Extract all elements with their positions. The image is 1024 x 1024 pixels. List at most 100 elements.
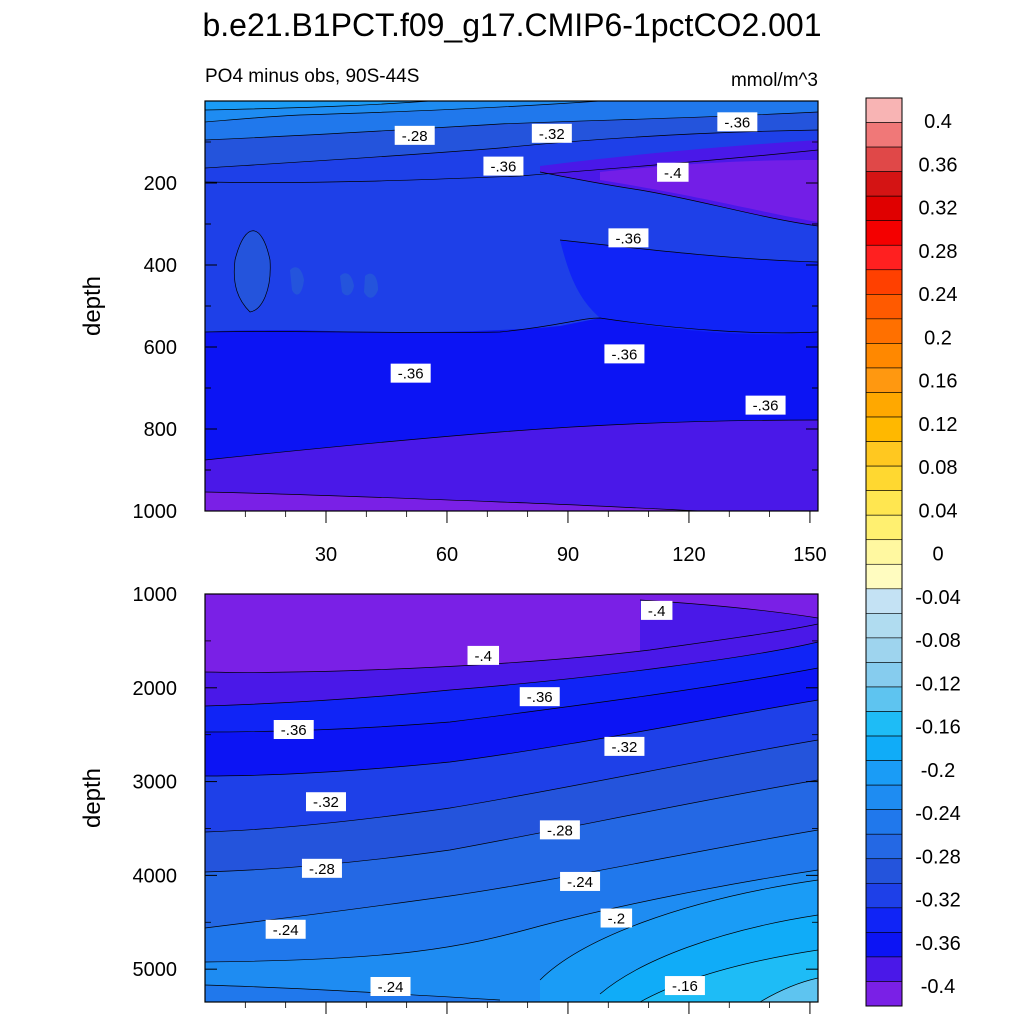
upper-band-40b bbox=[600, 160, 818, 222]
colorbar-label: 0.4 bbox=[924, 111, 952, 133]
y-tick-label: 1000 bbox=[133, 501, 178, 523]
contour-label: -.24 bbox=[560, 871, 601, 891]
y-tick-label: 1000 bbox=[133, 584, 178, 606]
colorbar-swatch bbox=[865, 318, 903, 344]
contour-label-box bbox=[483, 156, 524, 176]
colorbar-swatch bbox=[865, 981, 903, 1007]
contour-label-text: -.36 bbox=[616, 230, 642, 247]
lower-ylabel: depth bbox=[79, 768, 106, 828]
colorbar-frame bbox=[865, 97, 903, 1007]
y-tick-label: 4000 bbox=[133, 865, 178, 887]
colorbar-swatch bbox=[865, 441, 903, 467]
y-tick-label: 2000 bbox=[133, 678, 178, 700]
lower-band-30 bbox=[205, 740, 818, 872]
contour-label-box bbox=[265, 919, 306, 939]
contour-label-text: -.24 bbox=[378, 979, 404, 996]
figure-title: b.e21.B1PCT.f09_g17.CMIP6-1pctCO2.001 bbox=[202, 7, 821, 43]
upper-band-mid bbox=[205, 112, 818, 168]
colorbar-swatch bbox=[865, 637, 903, 663]
contour-label-box bbox=[657, 162, 689, 182]
contour-label-text: -.36 bbox=[611, 346, 637, 363]
colorbar-swatch bbox=[865, 760, 903, 786]
lower-band-34 bbox=[205, 668, 818, 776]
contour-label-text: -.36 bbox=[527, 689, 553, 706]
colorbar-label: -0.16 bbox=[915, 717, 961, 739]
contour-label-text: -.36 bbox=[398, 366, 424, 383]
x-tick-label: 30 bbox=[315, 544, 337, 566]
contour-label-text: -.4 bbox=[648, 603, 666, 620]
contour-label-box bbox=[519, 687, 560, 707]
upper-band-36-mid bbox=[560, 240, 818, 335]
colorbar-swatch bbox=[865, 686, 903, 712]
upper-band-36-deep bbox=[205, 240, 818, 460]
contour-label: -.2 bbox=[600, 908, 633, 928]
colorbar-swatch bbox=[865, 171, 903, 197]
colorbar-swatch bbox=[865, 882, 903, 909]
contour-label-box bbox=[717, 112, 758, 132]
colorbar-label: 0.08 bbox=[919, 457, 958, 479]
upper-contour-labels: -.28 -.32 -.36 -.36 -.4 -.36 -.36 -.36 -.36 bbox=[390, 112, 786, 415]
contour-label-text: -.28 bbox=[309, 861, 335, 878]
colorbar-swatch bbox=[865, 392, 903, 418]
contour-label-box bbox=[604, 344, 645, 364]
contour-label-text: -.32 bbox=[313, 794, 339, 811]
contour-label-box bbox=[301, 858, 342, 878]
y-tick-label: 600 bbox=[144, 337, 177, 359]
colorbar-swatch bbox=[865, 858, 903, 884]
lower-band-32 bbox=[205, 700, 818, 832]
contour-label-text: -.36 bbox=[724, 114, 750, 131]
contour-label: -.4 bbox=[657, 162, 689, 182]
upper-patch-2 bbox=[290, 267, 304, 295]
upper-patch-1 bbox=[234, 230, 271, 312]
subtitle-left: PO4 minus obs, 90S-44S bbox=[205, 66, 419, 87]
colorbar-label: 0.12 bbox=[919, 414, 958, 436]
contour-label: -.36 bbox=[390, 363, 431, 383]
colorbar-swatch bbox=[865, 97, 903, 123]
lower-band-36a bbox=[205, 624, 818, 706]
contour-label-box bbox=[600, 908, 633, 928]
colorbar-label: 0.32 bbox=[919, 198, 958, 220]
contour-label-text: -.28 bbox=[402, 128, 428, 145]
contour-label: -.36 bbox=[273, 720, 314, 739]
contour-label: -.36 bbox=[608, 228, 649, 248]
contour-label: -.4 bbox=[467, 645, 500, 665]
contour-label-text: -.28 bbox=[547, 822, 573, 839]
colorbar-label: 0.36 bbox=[919, 154, 958, 176]
colorbar-swatch bbox=[865, 195, 903, 222]
colorbar-label: 0.24 bbox=[919, 284, 958, 306]
contour-label-box bbox=[467, 645, 500, 665]
contour-label-box bbox=[640, 600, 673, 620]
colorbar-label: 0 bbox=[932, 544, 943, 566]
colorbar-swatch bbox=[865, 833, 903, 860]
colorbar-swatch bbox=[865, 146, 903, 172]
contour-label: -.24 bbox=[370, 976, 411, 996]
contour-label-text: -.32 bbox=[611, 739, 637, 756]
y-tick-label: 200 bbox=[144, 173, 177, 195]
colorbar-swatch bbox=[865, 244, 903, 271]
colorbar-swatch bbox=[865, 122, 903, 148]
contour-label-box bbox=[273, 720, 314, 739]
contour-label-box bbox=[745, 395, 786, 415]
colorbar-swatch bbox=[865, 514, 903, 541]
colorbar-swatch bbox=[865, 343, 903, 369]
colorbar-label: -0.04 bbox=[915, 587, 961, 609]
contour-label-text: -.36 bbox=[753, 398, 779, 415]
colorbar-swatch bbox=[865, 416, 903, 442]
contour-label-text: -.4 bbox=[664, 165, 682, 182]
lower-band-14 bbox=[760, 978, 818, 1002]
contour-label: -.28 bbox=[394, 125, 435, 145]
lower-band-26 bbox=[205, 830, 818, 962]
colorbar-swatch bbox=[865, 956, 903, 982]
colorbar-swatch bbox=[865, 932, 903, 958]
lower-band-36b bbox=[205, 642, 818, 732]
contour-label-text: -.36 bbox=[281, 722, 307, 739]
colorbar-swatch bbox=[865, 588, 903, 614]
colorbar-label: 0.2 bbox=[924, 327, 952, 349]
colorbar-swatch bbox=[865, 809, 903, 835]
upper-band-36-shallow bbox=[205, 130, 818, 183]
y-tick-label: 5000 bbox=[133, 959, 178, 981]
colorbar-label: -0.12 bbox=[915, 673, 961, 695]
colorbar-swatch bbox=[865, 465, 903, 491]
